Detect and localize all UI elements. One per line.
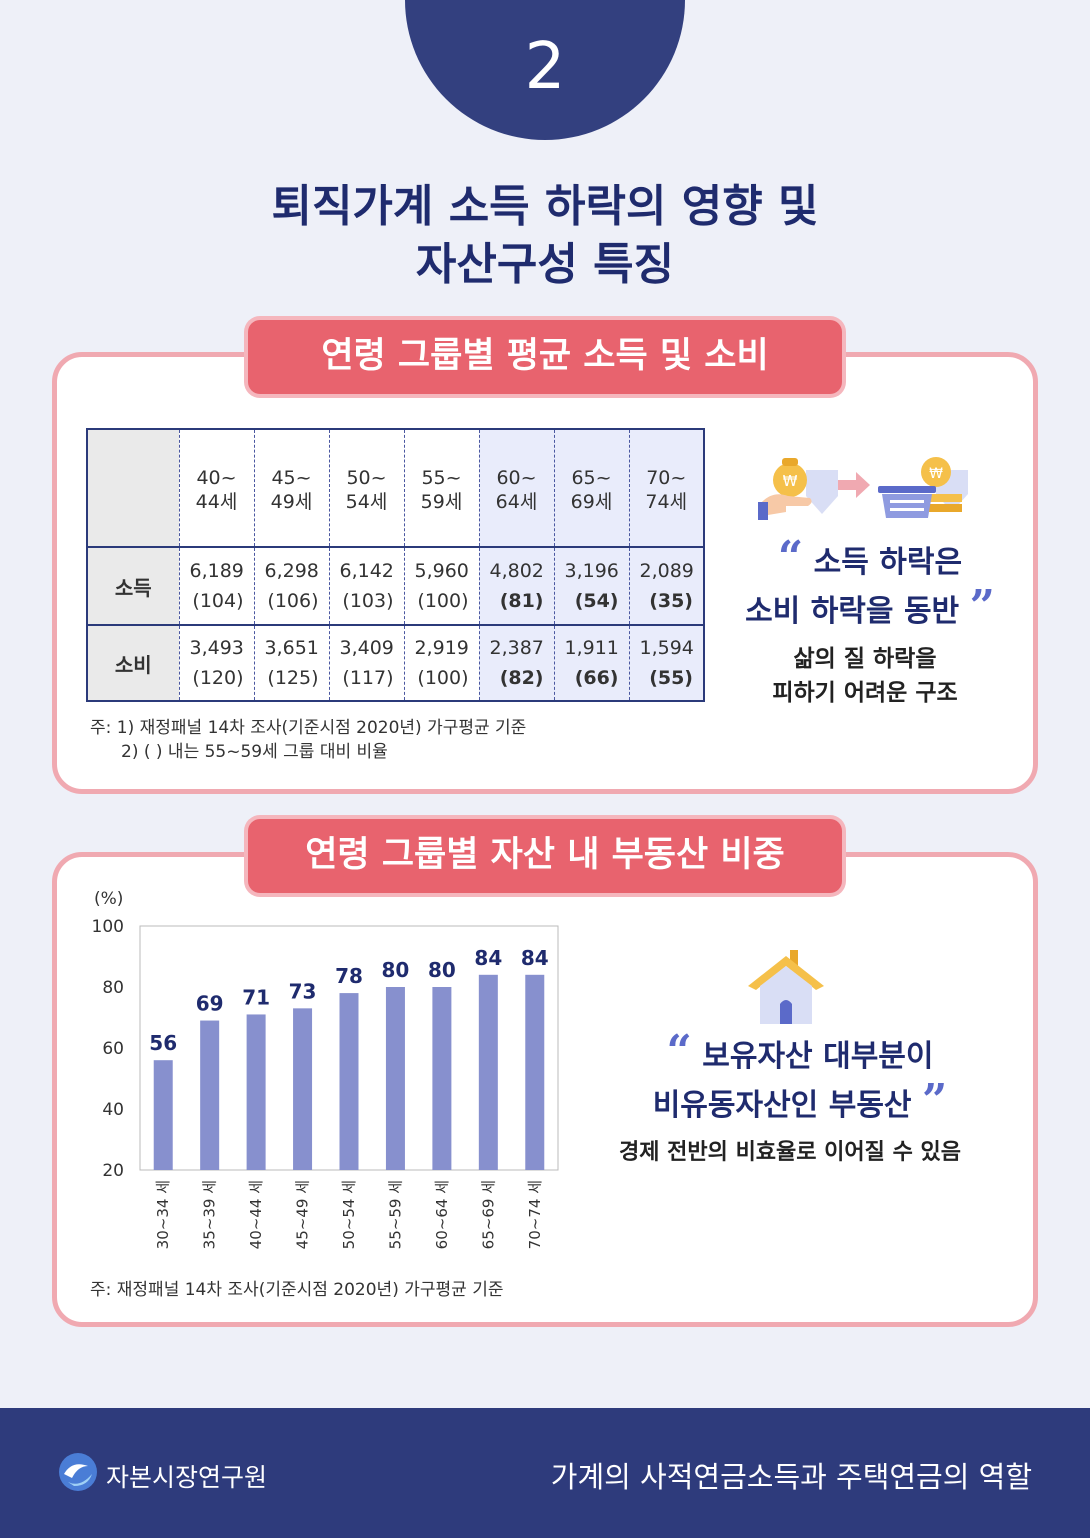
- bar: [339, 993, 359, 1170]
- title-line-1: 퇴직가계 소득 하락의 영향 및: [271, 181, 819, 232]
- money-bag-hand-icon: ₩: [758, 458, 838, 520]
- doc-title: 가계의 사적연금소득과 주택연금의 역할: [550, 1460, 1032, 1494]
- row-label: 소득: [87, 547, 179, 626]
- card2-sub: 경제 전반의 비효율로 이어질 수 있음: [619, 1140, 961, 1165]
- house-icon: [748, 950, 824, 1024]
- table-cell: 1,594 (55): [628, 625, 704, 701]
- bar: [153, 1060, 173, 1170]
- table-cell: 2,919 (100): [403, 625, 479, 701]
- card2-ribbon: 연령 그룹별 자산 내 부동산 비중: [248, 819, 842, 893]
- card1-quote: “ 소득 하락은 소비 하락을 동반 ”: [710, 536, 1030, 634]
- footer: 자본시장연구원 가계의 사적연금소득과 주택연금의 역할: [0, 1408, 1090, 1538]
- y-tick-label: 80: [102, 978, 124, 998]
- y-tick-label: 100: [92, 917, 124, 937]
- table-row-consumption: 소비 3,493 (120) 3,651 (125) 3,409 (117) 2,91…: [87, 625, 704, 701]
- bar: [525, 974, 545, 1170]
- quote-open-icon: “: [666, 1026, 692, 1077]
- bar: [246, 1014, 266, 1170]
- table-cell: 4,802 (81): [478, 547, 554, 626]
- table-cell: 6,189 (104): [178, 547, 254, 626]
- age-col-header: 45~ 49세: [253, 429, 329, 548]
- x-tick-label: 65~69 세: [479, 1180, 497, 1249]
- income-consumption-table: 40~ 44세 45~ 49세 50~ 54세 55~ 59세 60~ 64세 65~ 69…: [86, 428, 705, 702]
- card1-ribbon: 연령 그룹별 평균 소득 및 소비: [248, 320, 842, 394]
- org-name: 자본시장연구원: [106, 1463, 268, 1492]
- x-tick-label: 35~39 세: [201, 1180, 219, 1249]
- x-tick-label: 50~54 세: [340, 1180, 358, 1249]
- table-cell: 3,493 (120): [178, 625, 254, 701]
- table-cell: 6,298 (106): [253, 547, 329, 626]
- age-col-header: 70~ 74세: [628, 429, 704, 548]
- title-line-2: 자산구성 특징: [415, 239, 675, 290]
- bar-value-label: 73: [289, 979, 317, 1003]
- table-cell: 3,651 (125): [253, 625, 329, 701]
- bar: [385, 987, 405, 1170]
- quote-open-icon: “: [777, 532, 804, 583]
- x-tick-label: 60~64 세: [433, 1180, 451, 1249]
- bar: [200, 1020, 220, 1170]
- table-row-income: 소득 6,189 (104) 6,298 (106) 6,142 (103) 5,96…: [87, 547, 704, 626]
- quote-line-1: 보유자산 대부분이: [702, 1039, 934, 1074]
- table-cell: 3,196 (54): [553, 547, 629, 626]
- table-cell: 3,409 (117): [328, 625, 404, 701]
- sub-line-1: 삶의 질 하락을: [793, 646, 937, 672]
- quote-close-icon: ”: [969, 581, 995, 632]
- x-tick-label: 55~59 세: [386, 1180, 404, 1249]
- bar: [293, 1008, 313, 1170]
- table-cell: 2,387 (82): [478, 625, 554, 701]
- x-tick-label: 40~44 세: [247, 1180, 265, 1249]
- age-col-header: 60~ 64세: [478, 429, 554, 548]
- card2-quote: “ 보유자산 대부분이 비유동자산인 부동산 ”: [590, 1030, 1010, 1128]
- income-drop-illustration: ₩ ₩: [758, 457, 968, 520]
- x-tick-label: 45~49 세: [294, 1180, 312, 1249]
- page-title: 퇴직가계 소득 하락의 영향 및 자산구성 특징: [0, 178, 1090, 294]
- bar-value-label: 80: [428, 958, 456, 982]
- section-badge: 2: [405, 0, 685, 140]
- y-tick-label: 60: [102, 1039, 124, 1059]
- table-cell: 6,142 (103): [328, 547, 404, 626]
- real-estate-bar-chart: (%) 100 80 60 40 20 56 30~34 세 69 35~39 세 71 40~44 …: [92, 889, 559, 1249]
- bar-value-label: 78: [335, 964, 363, 988]
- table-corner: [87, 429, 179, 548]
- card1-sub: 삶의 질 하락을 피하기 어려운 구조: [710, 642, 1020, 710]
- x-tick-label: 70~74 세: [526, 1180, 544, 1249]
- quote-line-2: 소비 하락을 동반: [745, 594, 960, 629]
- bar-value-label: 84: [521, 946, 549, 970]
- y-tick-label: 20: [102, 1161, 124, 1181]
- svg-text:₩: ₩: [783, 472, 798, 490]
- chart-note: 주: 재정패널 14차 조사(기준시점 2020년) 가구평균 기준: [90, 1280, 504, 1300]
- y-tick-label: 40: [102, 1100, 124, 1120]
- quote-close-icon: ”: [922, 1075, 948, 1126]
- bar-value-label: 71: [242, 985, 270, 1009]
- x-tick-label: 30~34 세: [154, 1180, 172, 1249]
- table-note-1: 주: 1) 재정패널 14차 조사(기준시점 2020년) 가구평균 기준: [90, 718, 527, 738]
- bar-value-label: 69: [196, 992, 224, 1016]
- table-cell: 1,911 (66): [553, 625, 629, 701]
- bar: [432, 987, 452, 1170]
- age-col-header: 65~ 69세: [553, 429, 629, 548]
- bar-value-label: 80: [382, 958, 410, 982]
- svg-text:₩: ₩: [929, 466, 943, 482]
- bar-value-label: 56: [149, 1031, 177, 1055]
- row-label: 소비: [87, 625, 179, 701]
- section-number: 2: [524, 30, 566, 104]
- table-note-2: 2) ( ) 내는 55~59세 그룹 대비 비율: [121, 742, 388, 762]
- age-col-header: 40~ 44세: [178, 429, 254, 548]
- arrow-right-icon: [838, 472, 870, 498]
- sub-line-2: 피하기 어려운 구조: [772, 680, 958, 706]
- unit-label: (%): [94, 889, 123, 909]
- quote-line-1: 소득 하락은: [813, 545, 963, 580]
- table-cell: 5,960 (100): [403, 547, 479, 626]
- age-col-header: 50~ 54세: [328, 429, 404, 548]
- bar: [478, 974, 498, 1170]
- org-logo-icon: [59, 1453, 97, 1491]
- quote-line-2: 비유동자산인 부동산: [652, 1088, 912, 1123]
- bar-value-label: 84: [474, 946, 502, 970]
- age-col-header: 55~ 59세: [403, 429, 479, 548]
- table-cell: 2,089 (35): [628, 547, 704, 626]
- basket-coins-icon: ₩: [878, 457, 968, 518]
- table-header-row: 40~ 44세 45~ 49세 50~ 54세 55~ 59세 60~ 64세 65~ 69…: [87, 429, 704, 548]
